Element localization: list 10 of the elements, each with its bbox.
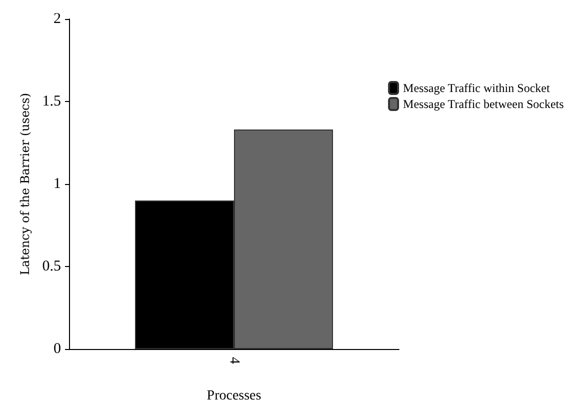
y-tick-label: 1 xyxy=(54,176,61,192)
legend-label: Message Traffic within Socket xyxy=(403,81,550,95)
y-axis-title: Latency of the Barrier (usecs) xyxy=(18,92,32,276)
y-tick-label: 0.5 xyxy=(42,258,61,274)
x-axis-title: Processes xyxy=(206,388,262,404)
y-tick-label: 2 xyxy=(54,11,61,27)
y-tick-label: 0 xyxy=(54,341,61,357)
x-tick-label: 4 xyxy=(226,357,242,364)
legend-label: Message Traffic between Sockets xyxy=(403,97,564,111)
y-tick-label: 1.5 xyxy=(42,94,61,110)
